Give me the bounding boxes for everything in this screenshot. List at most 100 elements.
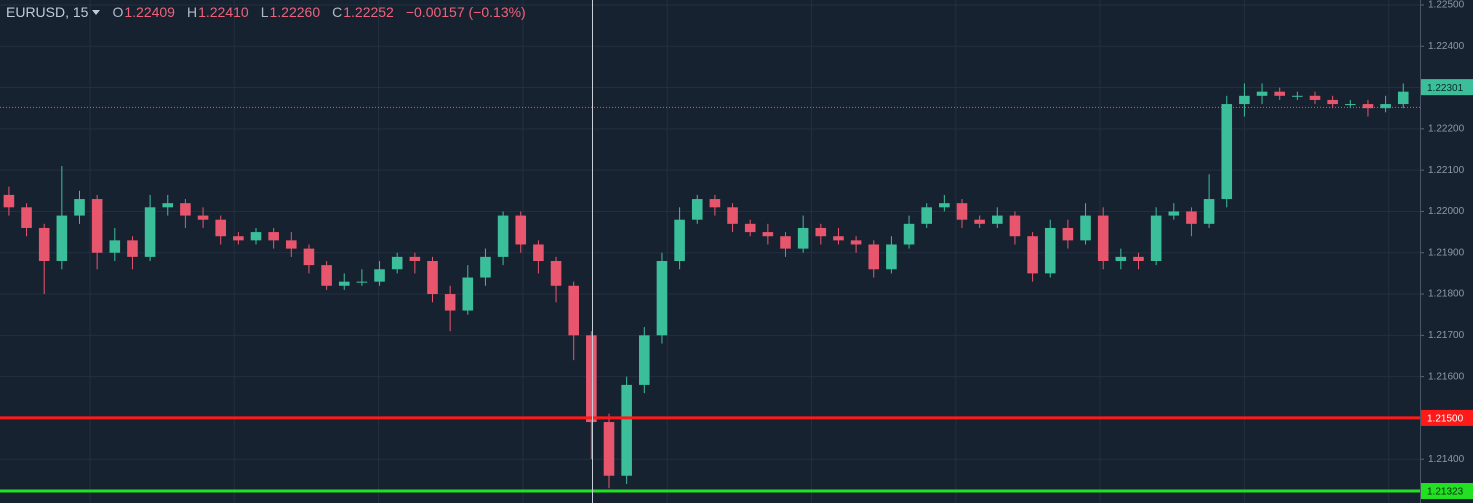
candle-body xyxy=(992,215,1003,224)
y-tick-label: 1.22500 xyxy=(1428,0,1465,11)
candle-body xyxy=(162,203,174,208)
candle-body xyxy=(356,281,368,283)
y-tick-label: 1.21700 xyxy=(1428,330,1465,341)
candle-body xyxy=(250,232,262,241)
candle-body xyxy=(144,207,156,257)
legend-field-value: 1.22410 xyxy=(198,4,249,20)
candle-body xyxy=(286,240,297,249)
candle-body xyxy=(1239,95,1250,105)
y-tick-label: 1.21400 xyxy=(1428,454,1465,465)
candle-body xyxy=(109,240,121,253)
candle-body xyxy=(956,203,968,220)
candle-body xyxy=(303,248,315,266)
candle-body xyxy=(427,260,438,295)
candle-body xyxy=(727,207,738,224)
candle-body xyxy=(1292,95,1303,97)
candle-body xyxy=(215,219,226,237)
candle-body xyxy=(1380,104,1391,109)
candle-body xyxy=(833,236,844,241)
candle-body xyxy=(815,227,827,237)
candle-body xyxy=(780,236,791,249)
price-tag xyxy=(1421,483,1473,500)
candle-body xyxy=(533,244,544,261)
candle-body xyxy=(197,215,209,220)
candle-body xyxy=(374,269,385,282)
candle-body xyxy=(497,215,509,257)
candle-body xyxy=(56,215,68,261)
candle-body xyxy=(621,384,632,476)
candle-body xyxy=(1186,211,1197,224)
legend-field-label: C xyxy=(332,4,343,20)
candle-body xyxy=(1080,215,1091,241)
candle-body xyxy=(38,227,50,261)
candle-body xyxy=(127,240,138,257)
candle-body xyxy=(321,265,332,286)
candle-body xyxy=(21,207,32,228)
candle-body xyxy=(180,203,191,216)
candle-body xyxy=(1327,99,1338,105)
candle-body xyxy=(868,244,880,270)
price-tag-label: 1.21500 xyxy=(1427,414,1464,425)
legend-field-label: L xyxy=(260,4,269,20)
y-tick-label: 1.21800 xyxy=(1428,289,1465,300)
y-tick-label: 1.22400 xyxy=(1428,41,1465,52)
candle-body xyxy=(1362,104,1374,109)
price-tag-label: 1.21323 xyxy=(1427,487,1464,498)
candle-body xyxy=(639,335,650,385)
candle-body xyxy=(1221,104,1233,200)
candle-body xyxy=(1097,215,1109,261)
candle-body xyxy=(233,236,244,241)
candle-body xyxy=(1256,91,1268,96)
candle-body xyxy=(939,203,950,208)
candle-body xyxy=(462,277,474,311)
y-tick-label: 1.22100 xyxy=(1428,165,1465,176)
candle-body xyxy=(691,199,703,220)
last-price-label: 1.22301 xyxy=(1427,83,1464,94)
candle-body xyxy=(850,240,862,245)
candle-body xyxy=(409,256,421,261)
candle-body xyxy=(480,256,491,278)
candle-body xyxy=(1133,256,1144,261)
candle-body xyxy=(91,199,103,253)
last-price-tag xyxy=(1421,79,1473,96)
y-tick-label: 1.21600 xyxy=(1428,371,1465,382)
y-tick-label: 1.22000 xyxy=(1428,206,1465,217)
y-tick-label: 1.21900 xyxy=(1428,247,1465,258)
legend-field-value: 1.22409 xyxy=(124,4,175,20)
candle-body xyxy=(603,422,615,476)
candle-body xyxy=(268,232,279,241)
legend-field-label: H xyxy=(186,4,198,20)
candle-body xyxy=(74,199,85,216)
candle-body xyxy=(1062,227,1074,241)
legend-field-value: 1.22260 xyxy=(269,4,321,20)
candle-body xyxy=(1168,211,1180,216)
candle-body xyxy=(338,281,350,286)
candle-body xyxy=(1203,199,1215,224)
legend-field-label: O xyxy=(112,4,124,20)
candle-body xyxy=(1274,91,1285,96)
symbol-dropdown[interactable] xyxy=(92,9,101,15)
candle-body xyxy=(674,219,685,261)
legend: EURUSD, 15 O 1.22409 H 1.22410 L 1.22260 C 1.22… xyxy=(6,2,526,22)
candle-body xyxy=(886,244,897,270)
candle-body xyxy=(3,194,15,208)
candle-body xyxy=(656,260,668,336)
candle-body xyxy=(568,285,579,336)
candle-body xyxy=(974,219,985,224)
candle-body xyxy=(1009,215,1021,237)
candle-body xyxy=(1115,256,1127,261)
price-tag xyxy=(1421,409,1473,426)
candle-body xyxy=(1150,215,1162,261)
candle-body xyxy=(1397,91,1409,105)
candle-body xyxy=(515,215,527,245)
symbol[interactable]: EURUSD, 15 xyxy=(6,4,89,20)
candle-body xyxy=(586,335,597,423)
y-tick-label: 1.22200 xyxy=(1428,123,1465,134)
candle-body xyxy=(744,223,756,233)
legend-field-value: 1.22252 xyxy=(343,4,394,20)
candle-body xyxy=(762,232,774,237)
candle-body xyxy=(1044,227,1056,274)
candle-body xyxy=(709,199,721,208)
candle-body xyxy=(903,223,915,245)
